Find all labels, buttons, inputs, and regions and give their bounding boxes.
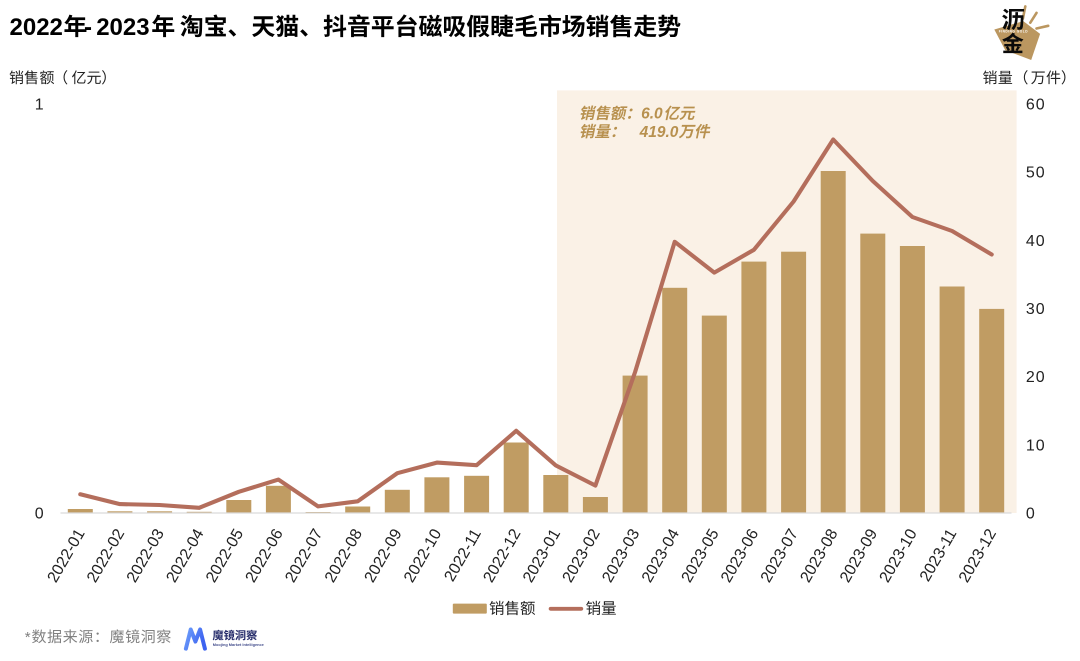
svg-text:-: - [84,14,92,41]
svg-text:2022-09: 2022-09 [362,526,406,585]
svg-text:50: 50 [1026,165,1046,182]
svg-text:0: 0 [1026,506,1036,523]
svg-text:2023-03: 2023-03 [599,526,643,585]
svg-text:2022-03: 2022-03 [124,526,168,585]
svg-text:20: 20 [1026,369,1046,386]
svg-text:2023-11: 2023-11 [917,526,961,584]
svg-text:2023-08: 2023-08 [797,526,841,585]
svg-text:1: 1 [35,96,44,113]
svg-text:2022-05: 2022-05 [203,526,247,585]
svg-text:2023-05: 2023-05 [679,526,723,585]
svg-text:6.0: 6.0 [641,106,663,123]
svg-text:2022-04: 2022-04 [163,526,207,585]
svg-text:2022-10: 2022-10 [401,526,445,585]
svg-text:40: 40 [1026,233,1046,250]
svg-text:2023: 2023 [96,14,149,41]
svg-text:Moojing Market Intelligence: Moojing Market Intelligence [213,642,265,647]
svg-text:419.0: 419.0 [639,124,679,141]
svg-text:2022-01: 2022-01 [45,526,89,585]
svg-text:2022: 2022 [10,14,63,41]
svg-text:2023-04: 2023-04 [639,526,683,585]
svg-text:2022-12: 2022-12 [480,526,524,585]
svg-text:2023-07: 2023-07 [758,526,802,585]
svg-text:*: * [25,629,31,646]
svg-text:2023-09: 2023-09 [837,526,881,585]
svg-text:60: 60 [1026,96,1046,113]
svg-text:0: 0 [35,506,44,523]
svg-text:30: 30 [1026,301,1046,318]
svg-text:2023-12: 2023-12 [956,526,1000,585]
svg-text:2023-10: 2023-10 [877,526,921,585]
svg-text:2022-08: 2022-08 [322,526,366,585]
svg-text:FINDING GOLD: FINDING GOLD [999,30,1028,34]
svg-text:2022-02: 2022-02 [84,526,128,585]
svg-text:2023-01: 2023-01 [520,526,564,585]
svg-text:2022-07: 2022-07 [282,526,326,585]
svg-text:2023-02: 2023-02 [560,526,604,585]
svg-text:2023-06: 2023-06 [718,526,762,585]
svg-text:10: 10 [1026,437,1046,454]
svg-text:2022-11: 2022-11 [441,526,485,584]
svg-text:2022-06: 2022-06 [243,526,287,585]
